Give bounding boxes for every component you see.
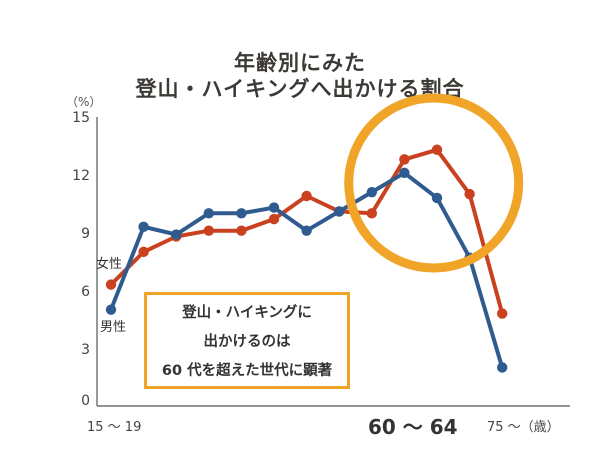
data-point-male: [431, 192, 443, 204]
data-point-male: [268, 202, 280, 213]
data-point-male: [171, 229, 182, 240]
x-label-first: 15 ～ 19: [87, 420, 142, 435]
data-point-female: [366, 208, 377, 219]
y-tick-label: 15: [72, 110, 90, 126]
data-point-female: [203, 225, 214, 236]
callout-box: 登山・ハイキングに 出かけるのは 60 代を超えた世代に顕著: [144, 292, 350, 389]
y-tick-label: 6: [81, 284, 90, 300]
data-point-male: [399, 167, 410, 179]
series-label-female: 女性: [96, 257, 123, 272]
data-point-male: [138, 221, 149, 233]
series-label-male: 男性: [100, 320, 127, 335]
x-label-highlight: 60 ～ 64: [368, 415, 458, 439]
data-point-female: [464, 188, 475, 200]
data-point-female: [268, 213, 280, 225]
data-point-female: [105, 279, 117, 290]
data-point-male: [334, 206, 345, 217]
data-point-male: [366, 186, 377, 198]
data-point-male: [301, 225, 312, 236]
data-point-male: [203, 208, 214, 219]
chart-title-line-2: 登山・ハイキングへ出かける割合: [135, 77, 465, 101]
data-point-female: [399, 154, 410, 165]
y-tick-label: 9: [81, 226, 90, 242]
highlight-circle: [344, 93, 524, 273]
y-tick-label: 0: [81, 393, 90, 409]
chart-title-line-1: 年齢別にみた: [234, 51, 366, 75]
x-label-last: 75 ～（歳）: [487, 420, 560, 435]
callout-line-1: 登山・ハイキングに: [182, 305, 312, 321]
y-axis-unit-label: （%）: [66, 95, 102, 109]
callout-line-3: 60 代を超えた世代に顕著: [161, 363, 333, 379]
data-point-female: [236, 225, 247, 236]
y-tick-label: 12: [72, 168, 90, 184]
data-point-female: [431, 144, 443, 155]
data-point-male: [236, 208, 247, 219]
data-point-male: [497, 362, 508, 373]
y-tick-label: 3: [81, 342, 90, 358]
data-point-female: [138, 246, 149, 258]
data-point-female: [497, 308, 508, 319]
callout-line-2: 出かけるのは: [203, 334, 291, 350]
data-point-male: [105, 304, 117, 315]
data-point-female: [301, 190, 312, 202]
